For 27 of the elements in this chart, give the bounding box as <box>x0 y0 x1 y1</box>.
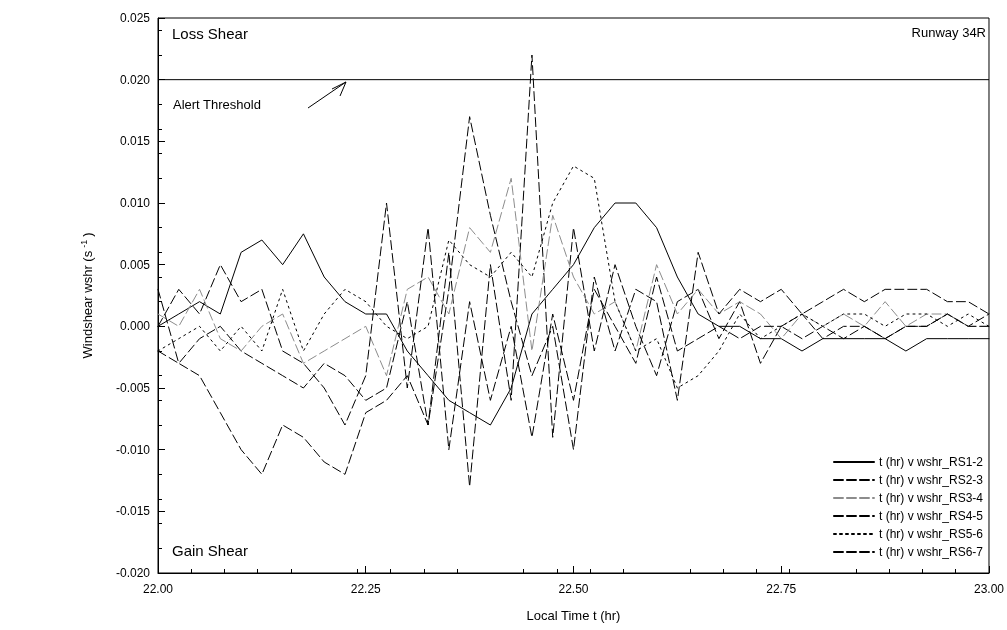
y-axis-title: Windshear wshr (s-1) <box>78 232 95 359</box>
legend-label: t (hr) v wshr_RS3-4 <box>878 491 984 505</box>
legend-label: t (hr) v wshr_RS5-6 <box>878 527 984 541</box>
x-tick-label: 22.25 <box>350 582 382 596</box>
legend-label: t (hr) v wshr_RS2-3 <box>878 473 984 487</box>
legend-label: t (hr) v wshr_RS1-2 <box>878 455 984 469</box>
x-axis-title: Local Time t (hr) <box>526 608 621 623</box>
y-tick-label: -0.005 <box>115 381 151 395</box>
y-tick-label: 0.010 <box>119 196 151 210</box>
y-tick-label: 0.025 <box>119 11 151 25</box>
y-tick-label: 0.015 <box>119 134 151 149</box>
x-tick-label: 22.75 <box>766 582 797 596</box>
legend-label: t (hr) v wshr_RS6-7 <box>878 545 984 559</box>
x-tick-label: 22.50 <box>558 582 589 596</box>
x-tick-label: 23.00 <box>973 582 1005 596</box>
annotation: Loss Shear <box>172 25 248 42</box>
y-tick-label: -0.010 <box>115 442 151 457</box>
annotation: Runway 34R <box>911 25 987 40</box>
y-tick-label: -0.020 <box>115 566 151 580</box>
y-tick-label: -0.015 <box>115 504 151 519</box>
y-tick-label: 0.000 <box>119 319 151 334</box>
y-tick-label: 0.005 <box>119 257 151 272</box>
x-tick-label: 22.00 <box>142 582 174 596</box>
annotation: Gain Shear <box>172 542 248 559</box>
y-tick-label: 0.020 <box>119 72 151 87</box>
ref-line-label: Alert Threshold <box>173 96 261 112</box>
legend-label: t (hr) v wshr_RS4-5 <box>878 509 984 523</box>
